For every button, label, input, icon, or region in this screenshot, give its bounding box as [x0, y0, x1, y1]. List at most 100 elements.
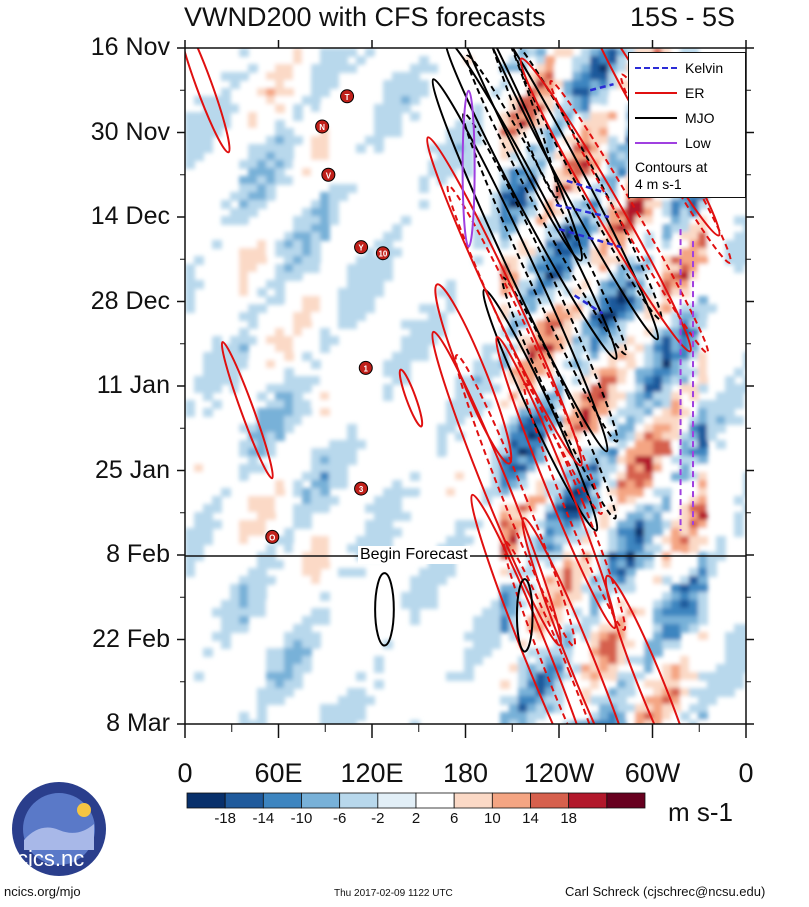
field-cell — [446, 464, 456, 473]
field-cell — [392, 88, 402, 97]
field-cell — [212, 632, 222, 641]
field-cell — [554, 488, 564, 497]
field-cell — [536, 72, 546, 81]
field-cell — [410, 608, 420, 617]
field-cell — [536, 504, 546, 513]
field-cell — [518, 720, 528, 724]
field-cell — [608, 216, 618, 225]
field-cell — [320, 472, 330, 481]
field-cell — [590, 424, 600, 433]
field-cell — [275, 584, 285, 593]
field-cell — [311, 568, 321, 577]
field-cell — [626, 584, 636, 593]
field-cell — [518, 112, 528, 121]
field-cell — [698, 312, 708, 321]
field-cell — [455, 152, 465, 161]
field-cell — [284, 368, 294, 377]
field-cell — [563, 496, 573, 505]
field-cell — [554, 384, 564, 393]
field-cell — [509, 528, 519, 537]
field-cell — [401, 104, 411, 113]
field-cell — [662, 264, 672, 273]
field-cell — [590, 80, 600, 89]
field-cell — [284, 544, 294, 553]
field-cell — [689, 672, 699, 681]
field-cell — [221, 72, 231, 81]
field-cell — [473, 616, 483, 625]
field-cell — [230, 536, 240, 545]
field-cell — [500, 696, 510, 705]
field-cell — [374, 336, 384, 345]
field-cell — [302, 168, 312, 177]
field-cell — [689, 624, 699, 633]
field-cell — [716, 352, 726, 361]
field-cell — [644, 336, 654, 345]
field-cell — [536, 496, 546, 505]
field-cell — [194, 232, 204, 241]
field-cell — [338, 128, 348, 137]
field-cell — [383, 440, 393, 449]
field-cell — [734, 664, 744, 673]
field-cell — [590, 576, 600, 585]
field-cell — [491, 200, 501, 209]
field-cell — [464, 400, 474, 409]
field-cell — [707, 432, 717, 441]
field-cell — [356, 304, 366, 313]
field-cell — [662, 680, 672, 689]
field-cell — [518, 416, 528, 425]
field-cell — [347, 64, 357, 73]
field-cell — [347, 288, 357, 297]
field-cell — [689, 304, 699, 313]
field-cell — [275, 648, 285, 657]
field-cell — [428, 624, 438, 633]
field-cell — [491, 208, 501, 217]
legend-item-kelvin: Kelvin — [635, 59, 723, 77]
field-cell — [671, 328, 681, 337]
field-cell — [437, 648, 447, 657]
field-cell — [437, 80, 447, 89]
field-cell — [473, 136, 483, 145]
field-cell — [626, 288, 636, 297]
field-cell — [554, 264, 564, 273]
field-cell — [320, 312, 330, 321]
field-cell — [500, 144, 510, 153]
field-cell — [446, 304, 456, 313]
field-cell — [581, 432, 591, 441]
field-cell — [401, 600, 411, 609]
field-cell — [275, 360, 285, 369]
field-cell — [527, 192, 537, 201]
field-cell — [644, 544, 654, 553]
field-cell — [698, 568, 708, 577]
field-cell — [302, 240, 312, 249]
field-cell — [212, 440, 222, 449]
field-cell — [482, 432, 492, 441]
field-cell — [554, 376, 564, 385]
field-cell — [509, 264, 519, 273]
field-cell — [275, 280, 285, 289]
mjo-contour — [431, 78, 609, 453]
field-cell — [581, 704, 591, 713]
field-cell — [635, 472, 645, 481]
field-cell — [302, 496, 312, 505]
field-cell — [410, 720, 420, 724]
field-cell — [725, 312, 735, 321]
field-cell — [545, 168, 555, 177]
field-cell — [455, 240, 465, 249]
mjo-contour — [515, 578, 534, 653]
field-cell — [599, 416, 609, 425]
field-cell — [446, 160, 456, 169]
field-cell — [383, 312, 393, 321]
y-tick-label: 16 Nov — [90, 33, 170, 61]
field-cell — [482, 352, 492, 361]
field-cell — [266, 192, 276, 201]
field-cell — [293, 440, 303, 449]
begin-forecast-label: Begin Forecast — [358, 546, 470, 564]
field-cell — [518, 56, 528, 65]
field-cell — [491, 288, 501, 297]
field-cell — [419, 232, 429, 241]
field-cell — [734, 512, 744, 521]
field-cell — [257, 384, 267, 393]
field-cell — [338, 376, 348, 385]
field-cell — [464, 456, 474, 465]
field-cell — [464, 80, 474, 89]
